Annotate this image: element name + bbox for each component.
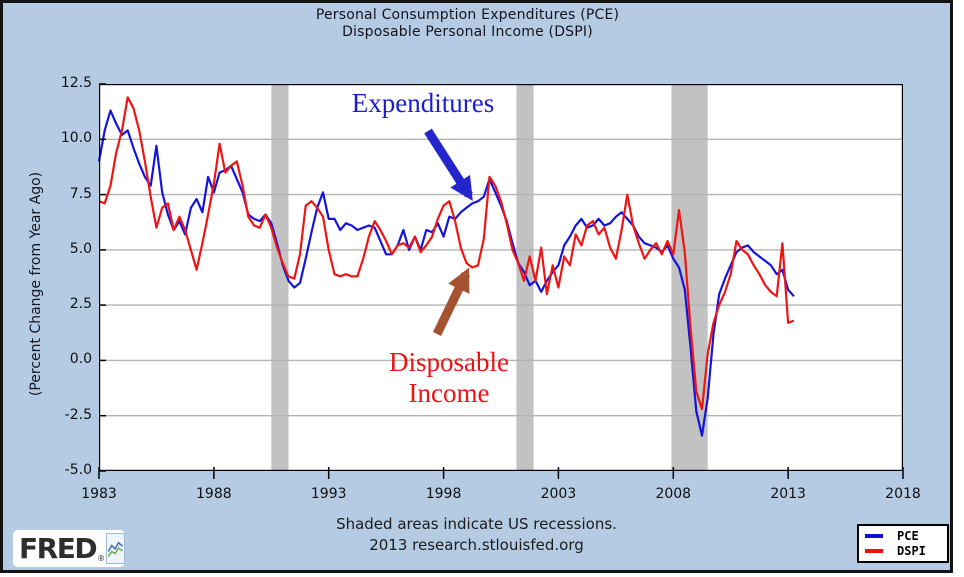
y-tick-label: 2.5 bbox=[69, 296, 92, 313]
chart-title-line1: Personal Consumption Expenditures (PCE) bbox=[315, 7, 620, 23]
plot-border bbox=[99, 84, 903, 471]
legend-label: DSPI bbox=[897, 544, 926, 559]
annotation-disposable-line1: Disposable bbox=[389, 347, 509, 377]
legend-line-sample bbox=[865, 533, 883, 538]
legend-item-pce: PCE bbox=[865, 529, 941, 543]
legend: PCE DSPI bbox=[857, 524, 949, 563]
x-tick-label: 2008 bbox=[655, 486, 692, 502]
x-tick-label: 1998 bbox=[425, 486, 462, 502]
footer-recession-note: Shaded areas indicate US recessions. bbox=[336, 515, 617, 533]
fred-logo-registered-mark: ® bbox=[97, 554, 106, 563]
footer-source-url: 2013 research.stlouisfed.org bbox=[369, 536, 584, 554]
recession-band bbox=[671, 84, 708, 471]
x-tick-label: 1993 bbox=[310, 486, 347, 502]
legend-item-dspi: DSPI bbox=[865, 544, 941, 558]
y-tick-label: 12.5 bbox=[60, 75, 92, 91]
annotation-disposable-line2: Income bbox=[408, 378, 490, 408]
x-tick-label: 2013 bbox=[770, 486, 806, 502]
line-dspi bbox=[98, 96, 795, 411]
chart-title-line2: Disposable Personal Income (DSPI) bbox=[342, 24, 593, 40]
y-tick-label: 10.0 bbox=[60, 130, 92, 147]
y-tick-label: 5.0 bbox=[69, 240, 92, 257]
legend-line-sample bbox=[865, 549, 883, 554]
fred-logo-text: FRED bbox=[19, 531, 98, 565]
x-tick-label: 2003 bbox=[540, 486, 577, 502]
y-tick-label: 7.5 bbox=[69, 185, 92, 202]
expenditures-arrow bbox=[424, 128, 473, 201]
annotation-disposable-income: Disposable Income bbox=[368, 347, 530, 409]
fred-logo: FRED ® bbox=[13, 530, 125, 567]
x-tick-label: 2018 bbox=[885, 486, 921, 502]
legend-label: PCE bbox=[897, 528, 919, 543]
y-tick-label: -5.0 bbox=[64, 462, 92, 478]
plot-area bbox=[97, 83, 904, 479]
recession-band bbox=[271, 84, 289, 471]
fred-logo-chart-icon bbox=[106, 533, 125, 564]
x-tick-label: 1988 bbox=[196, 486, 232, 502]
y-tick-label: 0.0 bbox=[69, 351, 92, 368]
y-axis-title: (Percent Change from Year Ago) bbox=[28, 171, 44, 397]
annotation-expenditures: Expenditures bbox=[351, 88, 495, 118]
y-tick-label: -2.5 bbox=[64, 406, 92, 423]
line-pce bbox=[97, 109, 795, 437]
disposable-income-arrow bbox=[432, 267, 471, 336]
x-tick-label: 1983 bbox=[81, 486, 117, 502]
